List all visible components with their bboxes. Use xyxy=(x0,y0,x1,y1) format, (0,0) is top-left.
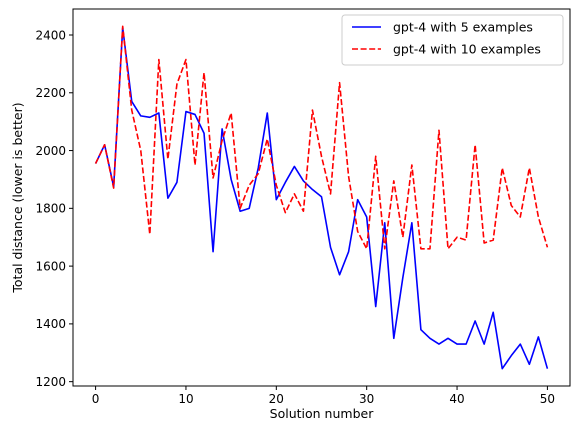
series-line-10-examples xyxy=(94,25,549,250)
x-axis: 0 10 20 30 40 50 xyxy=(92,386,555,406)
x-tick-label: 10 xyxy=(178,392,193,406)
plot-frame xyxy=(72,8,571,387)
y-tick-label: 2200 xyxy=(35,86,66,100)
series-line-5-examples xyxy=(94,26,549,370)
y-tick-label: 1400 xyxy=(35,317,66,331)
x-tick-label: 30 xyxy=(359,392,374,406)
y-tick-label: 1200 xyxy=(35,375,66,389)
legend-label-5-examples: gpt-4 with 5 examples xyxy=(393,20,533,35)
x-tick-label: 20 xyxy=(269,392,284,406)
legend: gpt-4 with 5 examples gpt-4 with 10 exam… xyxy=(341,14,564,66)
x-axis-title: Solution number xyxy=(270,406,375,421)
y-tick-label: 2000 xyxy=(35,144,66,158)
y-tick-label: 1600 xyxy=(35,259,66,273)
y-axis-title: Total distance (lower is better) xyxy=(10,102,25,293)
x-tick-label: 0 xyxy=(92,392,100,406)
legend-box xyxy=(341,14,564,66)
y-tick-label: 1800 xyxy=(35,202,66,216)
y-tick-label: 2400 xyxy=(35,28,66,42)
x-tick-label: 50 xyxy=(540,392,555,406)
legend-label-10-examples: gpt-4 with 10 examples xyxy=(393,42,541,57)
x-tick-label: 40 xyxy=(449,392,464,406)
y-axis: 1200 1400 1600 1800 2000 2200 2400 xyxy=(35,28,73,389)
series-layer xyxy=(94,25,549,370)
